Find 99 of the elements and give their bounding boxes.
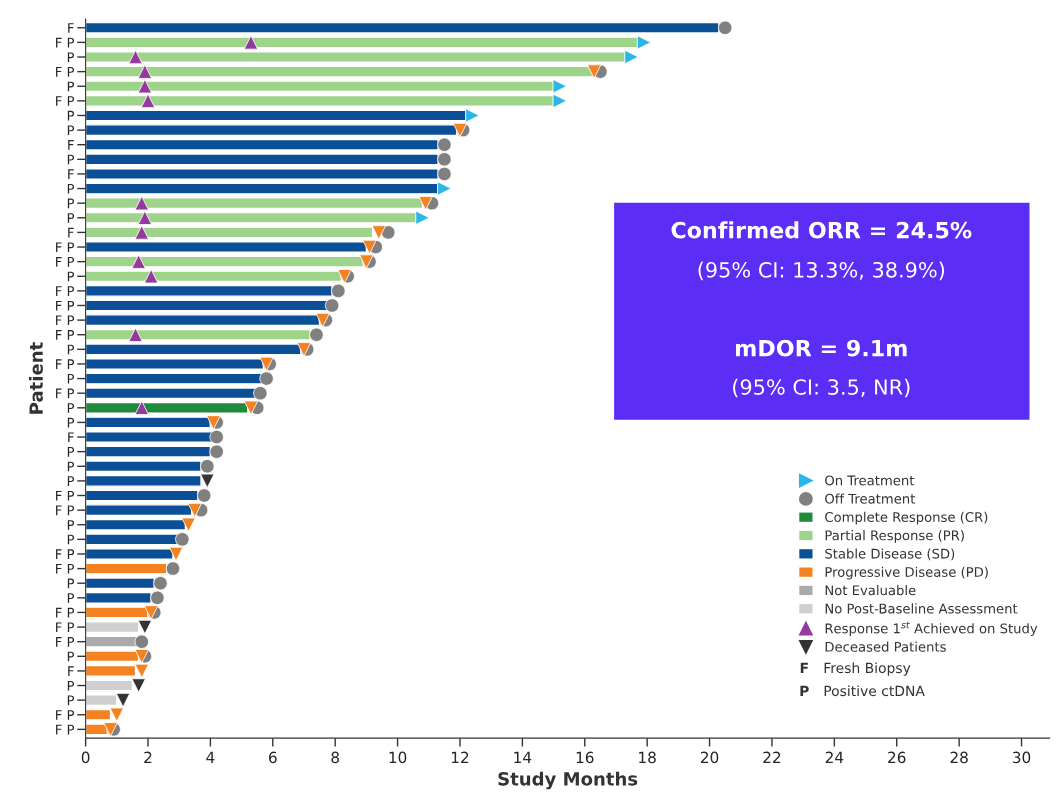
y-tick-label: P: [67, 52, 75, 63]
y-tick-label: P: [67, 534, 75, 545]
y-tick-label: P: [67, 447, 75, 457]
y-tick-label: F P: [56, 710, 75, 720]
y-tick-label: F: [68, 666, 74, 676]
y-tick-label: P: [67, 461, 75, 472]
y-axis-title: Patient: [28, 342, 43, 414]
legend-label: Off Treatment: [825, 493, 916, 504]
y-tick-label: F: [68, 227, 74, 238]
legend-label: Complete Response (CR): [825, 511, 988, 525]
x-tick-label: 22: [763, 751, 781, 763]
x-tick-label: 4: [206, 751, 215, 763]
y-tick-label: P: [67, 373, 75, 384]
y-tick-label: P: [67, 183, 75, 194]
y-tick-label: P: [67, 198, 75, 209]
y-tick-label: P: [67, 476, 75, 486]
x-tick-label: 28: [950, 751, 968, 764]
bar: [85, 94, 555, 107]
y-tick-label: P: [67, 125, 75, 136]
annotation: (95% CI: 3.5, NR): [733, 378, 910, 398]
y-tick-label: P: [67, 417, 75, 428]
bar: [85, 694, 118, 707]
bar: [85, 401, 249, 414]
bar: [85, 255, 364, 268]
x-tick-label: 30: [1012, 751, 1031, 764]
y-tick-label: P: [67, 271, 75, 282]
x-tick-label: 2: [144, 751, 152, 763]
legend-label: Response 1$^{st}$ Achieved on Study: [825, 621, 1038, 636]
legend-label: Not Evaluable: [825, 585, 916, 596]
legend-label: Stable Disease (SD): [825, 548, 955, 561]
x-tick-label: 6: [269, 751, 277, 764]
bar: [85, 343, 302, 356]
y-tick-label: F P: [56, 96, 75, 106]
x-tick-label: 0: [81, 751, 90, 764]
y-tick-label: F P: [56, 724, 75, 735]
y-tick-label: F P: [56, 637, 75, 647]
legend-label: On Treatment: [825, 475, 915, 486]
legend-label: No Post-Baseline Assessment: [825, 603, 1018, 614]
bar: [85, 635, 140, 648]
y-tick-label: F P: [56, 563, 75, 574]
annotation: P: [800, 685, 809, 696]
y-tick-label: F P: [56, 388, 75, 399]
annotation: Positive ctDNA: [824, 685, 925, 697]
bar: [85, 109, 467, 122]
x-tick-label: 12: [451, 751, 469, 763]
y-tick-label: P: [67, 403, 75, 413]
bar: [85, 518, 187, 531]
legend-label: Progressive Disease (PD): [825, 566, 988, 580]
x-tick-label: 8: [331, 751, 340, 764]
legend-label: Partial Response (PR): [825, 530, 964, 543]
legend-label: Deceased Patients: [825, 641, 946, 652]
y-tick-label: P: [67, 578, 75, 589]
y-tick-label: P: [67, 81, 75, 92]
y-tick-label: F P: [56, 67, 75, 77]
y-tick-label: F P: [56, 330, 75, 340]
annotation: Fresh Biopsy: [824, 662, 911, 676]
bar: [85, 80, 555, 93]
y-tick-label: F P: [56, 315, 75, 326]
annotation: mDOR = 9.1m: [736, 339, 907, 357]
y-tick-label: P: [67, 593, 75, 603]
bar: [85, 182, 439, 195]
y-tick-label: P: [67, 213, 75, 223]
y-tick-label: F: [68, 23, 74, 33]
y-tick-label: P: [67, 110, 75, 121]
x-tick-label: 20: [700, 751, 719, 764]
y-tick-label: P: [67, 695, 75, 706]
y-tick-label: F P: [56, 607, 75, 618]
x-tick-label: 10: [389, 751, 407, 764]
y-tick-label: F P: [56, 242, 75, 253]
bar: [85, 36, 639, 49]
y-tick-label: F P: [56, 359, 75, 369]
bar: [85, 211, 417, 224]
y-tick-label: F P: [56, 505, 75, 516]
y-tick-label: F P: [56, 549, 75, 559]
annotation: F: [800, 662, 808, 673]
bar: [85, 387, 258, 400]
bar: [85, 51, 627, 63]
x-tick-label: 16: [576, 751, 594, 764]
x-tick-label: 24: [825, 751, 844, 763]
y-tick-label: F: [68, 140, 74, 150]
annotation: (95% CI: 13.3%, 38.9%): [698, 261, 945, 281]
y-tick-label: F P: [56, 286, 75, 296]
y-tick-label: P: [67, 520, 75, 530]
y-tick-label: P: [67, 154, 75, 165]
y-tick-label: P: [67, 680, 75, 691]
y-tick-label: F P: [56, 490, 75, 501]
y-tick-label: P: [67, 344, 75, 355]
x-tick-label: 18: [639, 751, 656, 764]
y-tick-label: F P: [56, 622, 75, 633]
y-tick-label: F: [68, 432, 74, 443]
annotation: Confirmed ORR = 24.5%: [671, 221, 972, 239]
y-tick-label: F P: [56, 37, 75, 48]
y-tick-label: F P: [56, 257, 75, 267]
x-tick-label: 14: [514, 751, 532, 763]
y-tick-label: F: [68, 169, 74, 179]
x-tick-label: 26: [888, 751, 906, 764]
y-tick-label: P: [67, 651, 75, 662]
x-axis-title: Study Months: [498, 771, 638, 790]
y-tick-label: F P: [56, 300, 75, 311]
